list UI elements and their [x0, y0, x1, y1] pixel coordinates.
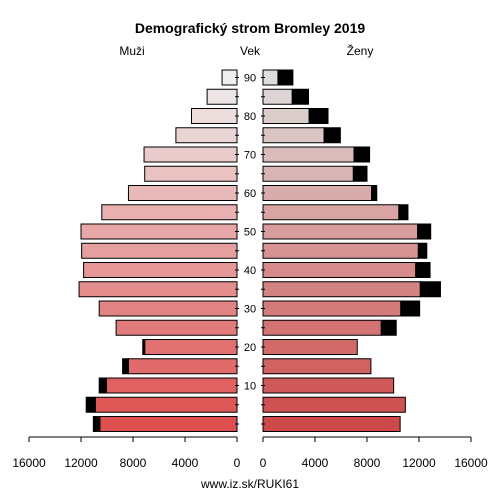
age-axis-label: Vek — [240, 44, 261, 58]
female-excess-25-29 — [380, 319, 397, 336]
female-bar-85-89 — [262, 88, 293, 105]
age-tick-label: 20 — [244, 342, 256, 354]
x-tick-label-right: 4000 — [302, 456, 329, 470]
x-tick-label-left: 8000 — [120, 456, 147, 470]
female-bar-35-39 — [262, 281, 421, 298]
female-bar-80-84 — [262, 108, 310, 124]
female-bar-90+ — [262, 69, 279, 86]
male-excess-5-9 — [85, 396, 96, 413]
age-tick-label: 10 — [244, 381, 256, 393]
x-tick-label-left: 16000 — [12, 456, 46, 470]
male-bar-90+ — [221, 69, 238, 86]
age-tick-label: 90 — [244, 73, 256, 85]
x-tick-label-right: 8000 — [354, 456, 381, 470]
male-bar-45-49 — [81, 242, 238, 259]
male-excess-0-4 — [92, 416, 101, 432]
age-tick-label: 60 — [244, 188, 256, 200]
age-tick-label: 40 — [244, 265, 256, 277]
x-tick-label-left: 12000 — [64, 456, 98, 470]
female-bar-20-24 — [262, 339, 358, 355]
female-excess-60-64 — [371, 185, 378, 201]
female-bar-0-4 — [262, 416, 401, 432]
male-bar-60-64 — [127, 185, 238, 201]
axes: 10 20 30 40 50 60 70 80 90 16000 12000 8000 4000 0 0 40… — [12, 73, 488, 471]
female-bar-5-9 — [262, 396, 406, 413]
female-excess-45-49 — [417, 242, 428, 259]
female-excess-75-79 — [323, 127, 341, 144]
left-panel-label: Muži — [119, 44, 144, 58]
right-panel-label: Ženy — [347, 43, 374, 58]
female-bar-65-69 — [262, 165, 354, 182]
x-tick-label-left: 0 — [234, 456, 241, 470]
female-excess-65-69 — [352, 165, 368, 182]
female-bar-75-79 — [262, 127, 325, 144]
female-bar-45-49 — [262, 242, 419, 259]
age-tick-label: 80 — [244, 111, 256, 123]
female-excess-40-44 — [415, 262, 431, 278]
male-bar-50-54 — [80, 223, 238, 240]
female-excess-70-74 — [353, 146, 371, 163]
female-excess-85-89 — [291, 88, 309, 105]
male-bar-20-24 — [144, 339, 238, 355]
female-excess-55-59 — [398, 204, 409, 221]
female-bar-15-19 — [262, 358, 372, 375]
male-bar-0-4 — [99, 416, 238, 432]
x-tick-label-left: 4000 — [172, 456, 199, 470]
age-tick-label: 30 — [244, 304, 256, 316]
female-bar-60-64 — [262, 185, 373, 201]
female-excess-80-84 — [308, 108, 329, 124]
male-excess-10-14 — [98, 377, 107, 394]
female-bar-50-54 — [262, 223, 419, 240]
male-bars — [78, 69, 238, 432]
female-excess-35-39 — [419, 281, 441, 298]
male-bar-25-29 — [115, 319, 238, 336]
male-bar-80-84 — [191, 108, 238, 124]
chart-title: Demografický strom Bromley 2019 — [135, 20, 366, 36]
female-bars — [262, 69, 441, 432]
male-bar-15-19 — [127, 358, 238, 375]
female-bar-40-44 — [262, 262, 417, 278]
female-excess-30-34 — [400, 300, 421, 317]
female-bar-30-34 — [262, 300, 402, 317]
male-bar-40-44 — [83, 262, 238, 278]
male-bar-75-79 — [175, 127, 238, 144]
x-tick-label-right: 0 — [260, 456, 267, 470]
male-bar-10-14 — [105, 377, 238, 394]
male-excess-20-24 — [142, 339, 146, 355]
x-tick-label-right: 12000 — [402, 456, 436, 470]
x-tick-label-right: 16000 — [454, 456, 488, 470]
age-tick-label: 50 — [244, 227, 256, 239]
male-excess-15-19 — [122, 358, 129, 375]
female-excess-90+ — [277, 69, 294, 86]
female-excess-50-54 — [417, 223, 432, 240]
male-bar-55-59 — [101, 204, 238, 221]
female-bar-55-59 — [262, 204, 400, 221]
female-bar-10-14 — [262, 377, 395, 394]
source-label: www.iz.sk/RUKI61 — [200, 477, 299, 491]
male-bar-30-34 — [98, 300, 238, 317]
female-bar-25-29 — [262, 319, 382, 336]
male-bar-5-9 — [94, 396, 238, 413]
age-tick-label: 70 — [244, 150, 256, 162]
female-bar-70-74 — [262, 146, 355, 163]
male-bar-35-39 — [78, 281, 238, 298]
male-bar-85-89 — [206, 88, 238, 105]
male-bar-65-69 — [144, 165, 238, 182]
male-bar-70-74 — [143, 146, 238, 163]
